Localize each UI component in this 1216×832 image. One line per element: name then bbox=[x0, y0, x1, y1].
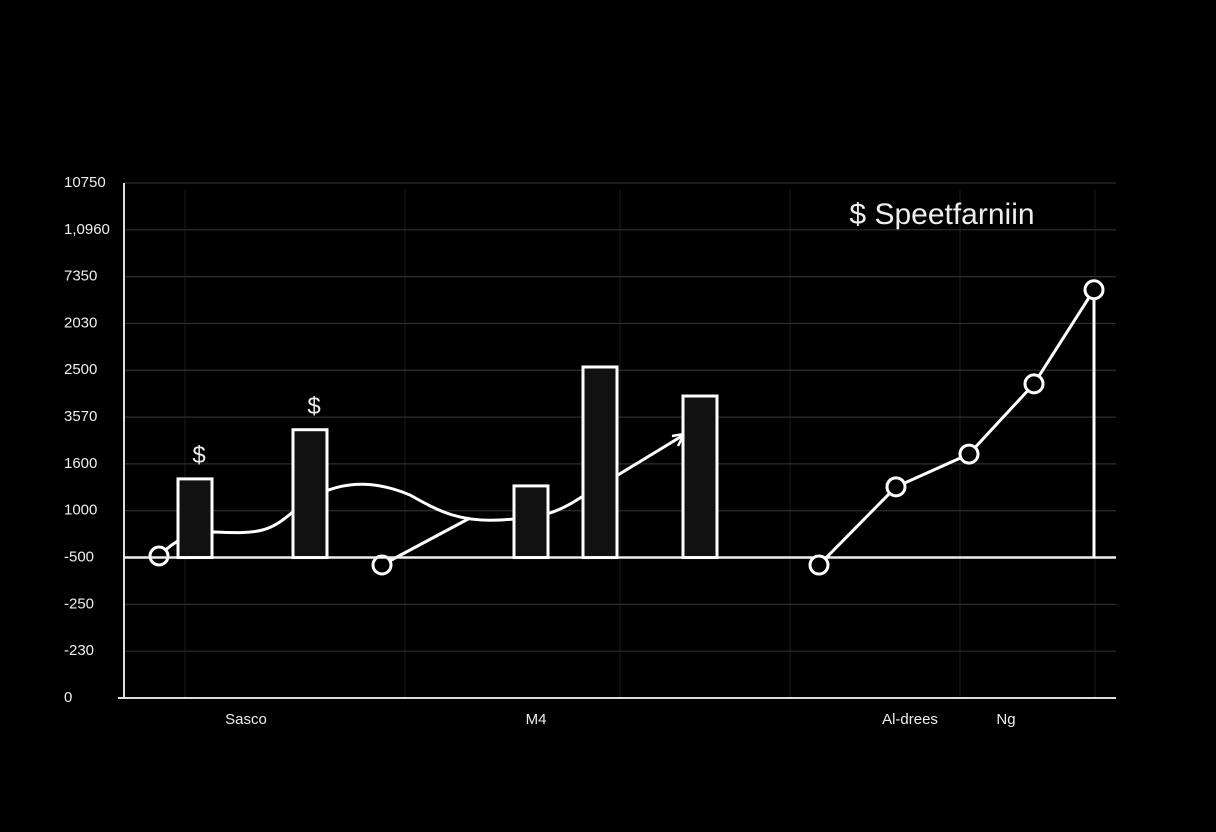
y-tick-label: 2500 bbox=[64, 361, 97, 378]
y-tick-label: 2030 bbox=[64, 314, 97, 331]
bar bbox=[512, 484, 550, 560]
bar bbox=[176, 477, 214, 560]
decorative-marker bbox=[371, 554, 393, 576]
y-tick-label: 1,0960 bbox=[64, 221, 110, 238]
x-tick-label: M4 bbox=[526, 711, 547, 728]
y-tick-label: -500 bbox=[64, 549, 94, 566]
line-point bbox=[808, 554, 830, 576]
bar-annotation: $ bbox=[192, 442, 205, 469]
y-tick-label: 10750 bbox=[64, 174, 106, 191]
bar bbox=[291, 428, 329, 560]
y-tick-label: 0 bbox=[64, 689, 72, 706]
line-point bbox=[1083, 279, 1105, 301]
bar bbox=[581, 365, 619, 560]
y-tick-label: -230 bbox=[64, 642, 94, 659]
line-point bbox=[958, 443, 980, 465]
line-point bbox=[885, 476, 907, 498]
line-point bbox=[1023, 373, 1045, 395]
y-tick-label: 7350 bbox=[64, 268, 97, 285]
decorative-marker bbox=[148, 545, 170, 567]
chart-title: $ Speetfarniin bbox=[849, 198, 1034, 231]
bar bbox=[681, 394, 719, 560]
x-tick-label: Al-drees bbox=[882, 711, 938, 728]
y-tick-label: 1600 bbox=[64, 455, 97, 472]
line-series bbox=[817, 288, 1096, 567]
bar-annotation: $ bbox=[307, 393, 320, 420]
y-tick-label: 1000 bbox=[64, 502, 97, 519]
y-tick-label: 3570 bbox=[64, 408, 97, 425]
x-tick-label: Sasco bbox=[225, 711, 267, 728]
y-tick-label: -250 bbox=[64, 595, 94, 612]
x-tick-label: Ng bbox=[996, 711, 1015, 728]
